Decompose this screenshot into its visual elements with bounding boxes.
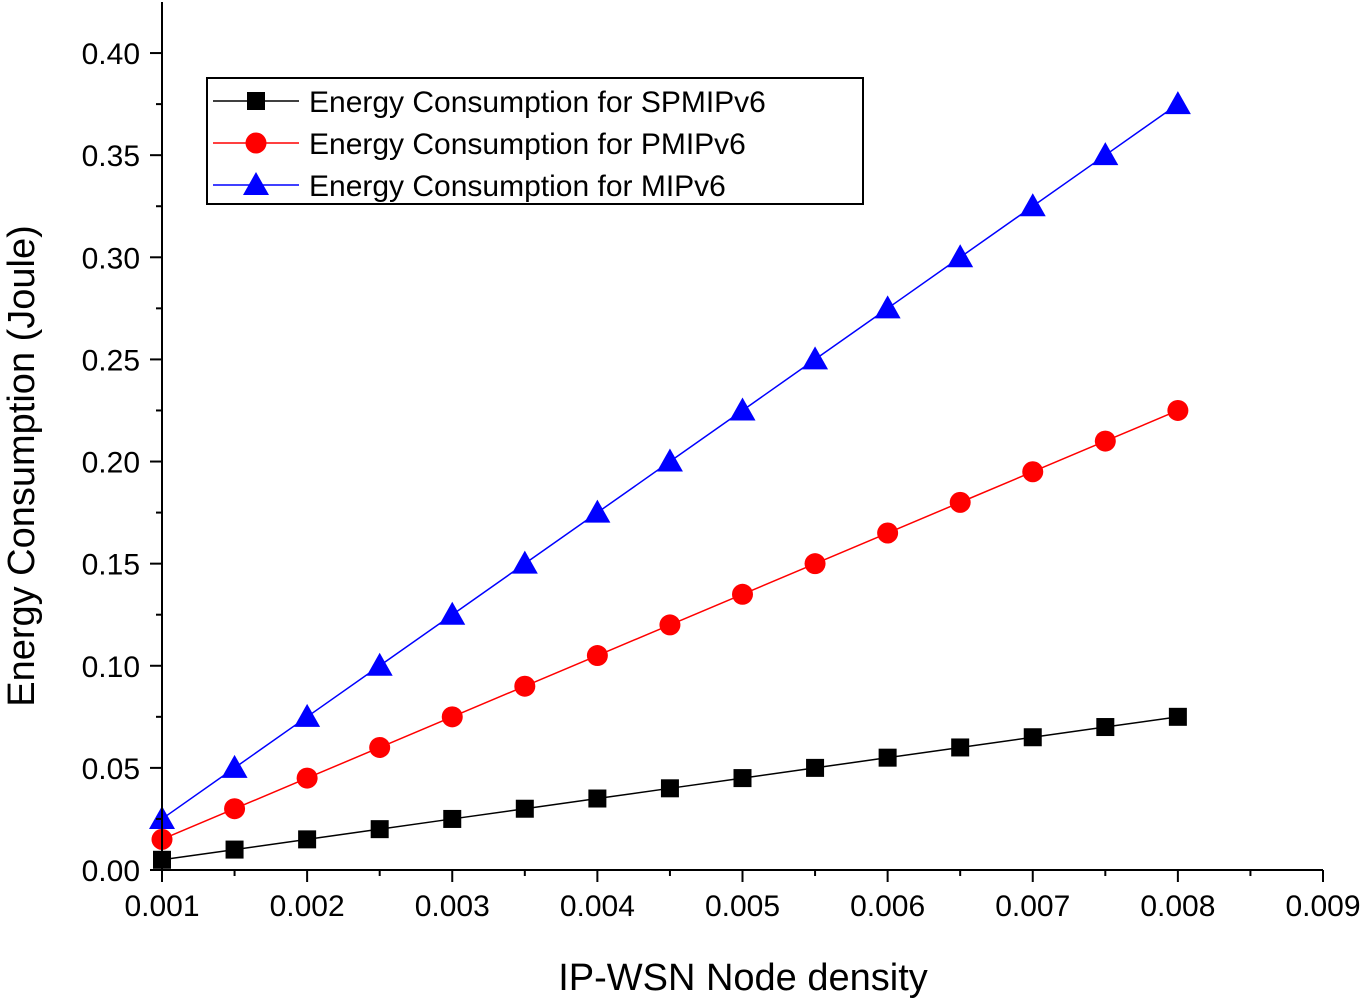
x-tick-label: 0.008 — [1140, 890, 1215, 923]
axes: 0.001 0.002 0.003 0.004 0.005 0.006 0.007 0.008… — [82, 2, 1361, 923]
data-point-circle — [1094, 430, 1116, 452]
legend: Energy Consumption for SPMIPv6 Energy Con… — [206, 77, 864, 205]
data-point-triangle — [656, 448, 683, 472]
data-point-square — [370, 820, 389, 839]
data-point-square — [298, 830, 317, 849]
y-tick-label: 0.20 — [82, 447, 140, 480]
data-point-square — [660, 779, 679, 798]
y-tick-label: 0.35 — [82, 140, 140, 173]
data-point-circle — [732, 583, 753, 605]
data-point-square — [588, 789, 607, 808]
series-circle — [151, 399, 1189, 850]
legend-marker-square — [247, 92, 265, 110]
data-point-square — [225, 840, 244, 859]
data-point-triangle — [294, 703, 321, 727]
data-point-triangle — [366, 652, 393, 676]
data-point-square — [1168, 707, 1187, 726]
data-point-triangle — [511, 550, 538, 574]
data-point-circle — [586, 645, 608, 667]
data-point-circle — [369, 736, 391, 758]
y-tick-label: 0.30 — [82, 242, 140, 275]
data-point-circle — [804, 553, 826, 575]
data-point-triangle — [947, 244, 974, 268]
x-axis-title: IP-WSN Node density — [558, 957, 928, 999]
data-point-square — [733, 769, 752, 788]
data-point-square — [951, 738, 970, 757]
data-point-triangle — [1092, 142, 1119, 166]
y-tick-label: 0.25 — [82, 344, 140, 377]
data-point-square — [443, 809, 462, 828]
data-point-circle — [659, 614, 681, 636]
data-point-triangle — [729, 397, 756, 421]
x-tick-label: 0.003 — [415, 890, 490, 923]
legend-label: Energy Consumption for MIPv6 — [309, 170, 726, 203]
data-point-triangle — [874, 295, 901, 319]
data-point-triangle — [221, 754, 248, 778]
y-tick-label: 0.10 — [82, 651, 140, 684]
legend-box — [206, 77, 864, 205]
data-point-circle — [949, 491, 971, 513]
data-point-circle — [514, 675, 536, 697]
data-point-circle — [1022, 461, 1044, 483]
legend-label: Energy Consumption for SPMIPv6 — [309, 86, 766, 119]
x-tick-label: 0.009 — [1285, 890, 1360, 923]
data-point-circle — [1167, 399, 1189, 421]
data-point-circle — [224, 798, 246, 820]
data-point-square — [1023, 728, 1042, 747]
x-tick-label: 0.006 — [850, 890, 925, 923]
data-point-triangle — [1019, 193, 1046, 217]
data-point-square — [806, 758, 825, 777]
y-tick-label: 0.05 — [82, 753, 140, 786]
plot-area — [149, 91, 1191, 869]
x-tick-label: 0.002 — [270, 890, 345, 923]
series-triangle — [149, 91, 1191, 829]
y-tick-label: 0.00 — [82, 855, 140, 888]
y-tick-label: 0.15 — [82, 549, 140, 582]
legend-marker-circle — [245, 132, 267, 154]
x-tick-label: 0.004 — [560, 890, 635, 923]
legend-marker-triangle — [243, 172, 269, 195]
x-tick-label: 0.007 — [995, 890, 1070, 923]
series-square — [153, 707, 1187, 869]
data-point-square — [878, 748, 897, 767]
data-point-triangle — [802, 346, 829, 370]
data-point-circle — [296, 767, 318, 789]
data-point-square — [515, 799, 534, 818]
legend-label: Energy Consumption for PMIPv6 — [309, 128, 746, 161]
x-tick-label: 0.005 — [705, 890, 780, 923]
data-point-circle — [441, 706, 463, 728]
data-point-triangle — [439, 601, 466, 625]
data-point-triangle — [1164, 91, 1191, 115]
data-point-circle — [877, 522, 899, 544]
y-tick-label: 0.40 — [82, 38, 140, 71]
x-tick-label: 0.001 — [124, 890, 199, 923]
data-point-square — [1096, 718, 1115, 737]
y-axis-title: Energy Consumption (Joule) — [1, 225, 43, 707]
data-point-triangle — [584, 499, 611, 523]
